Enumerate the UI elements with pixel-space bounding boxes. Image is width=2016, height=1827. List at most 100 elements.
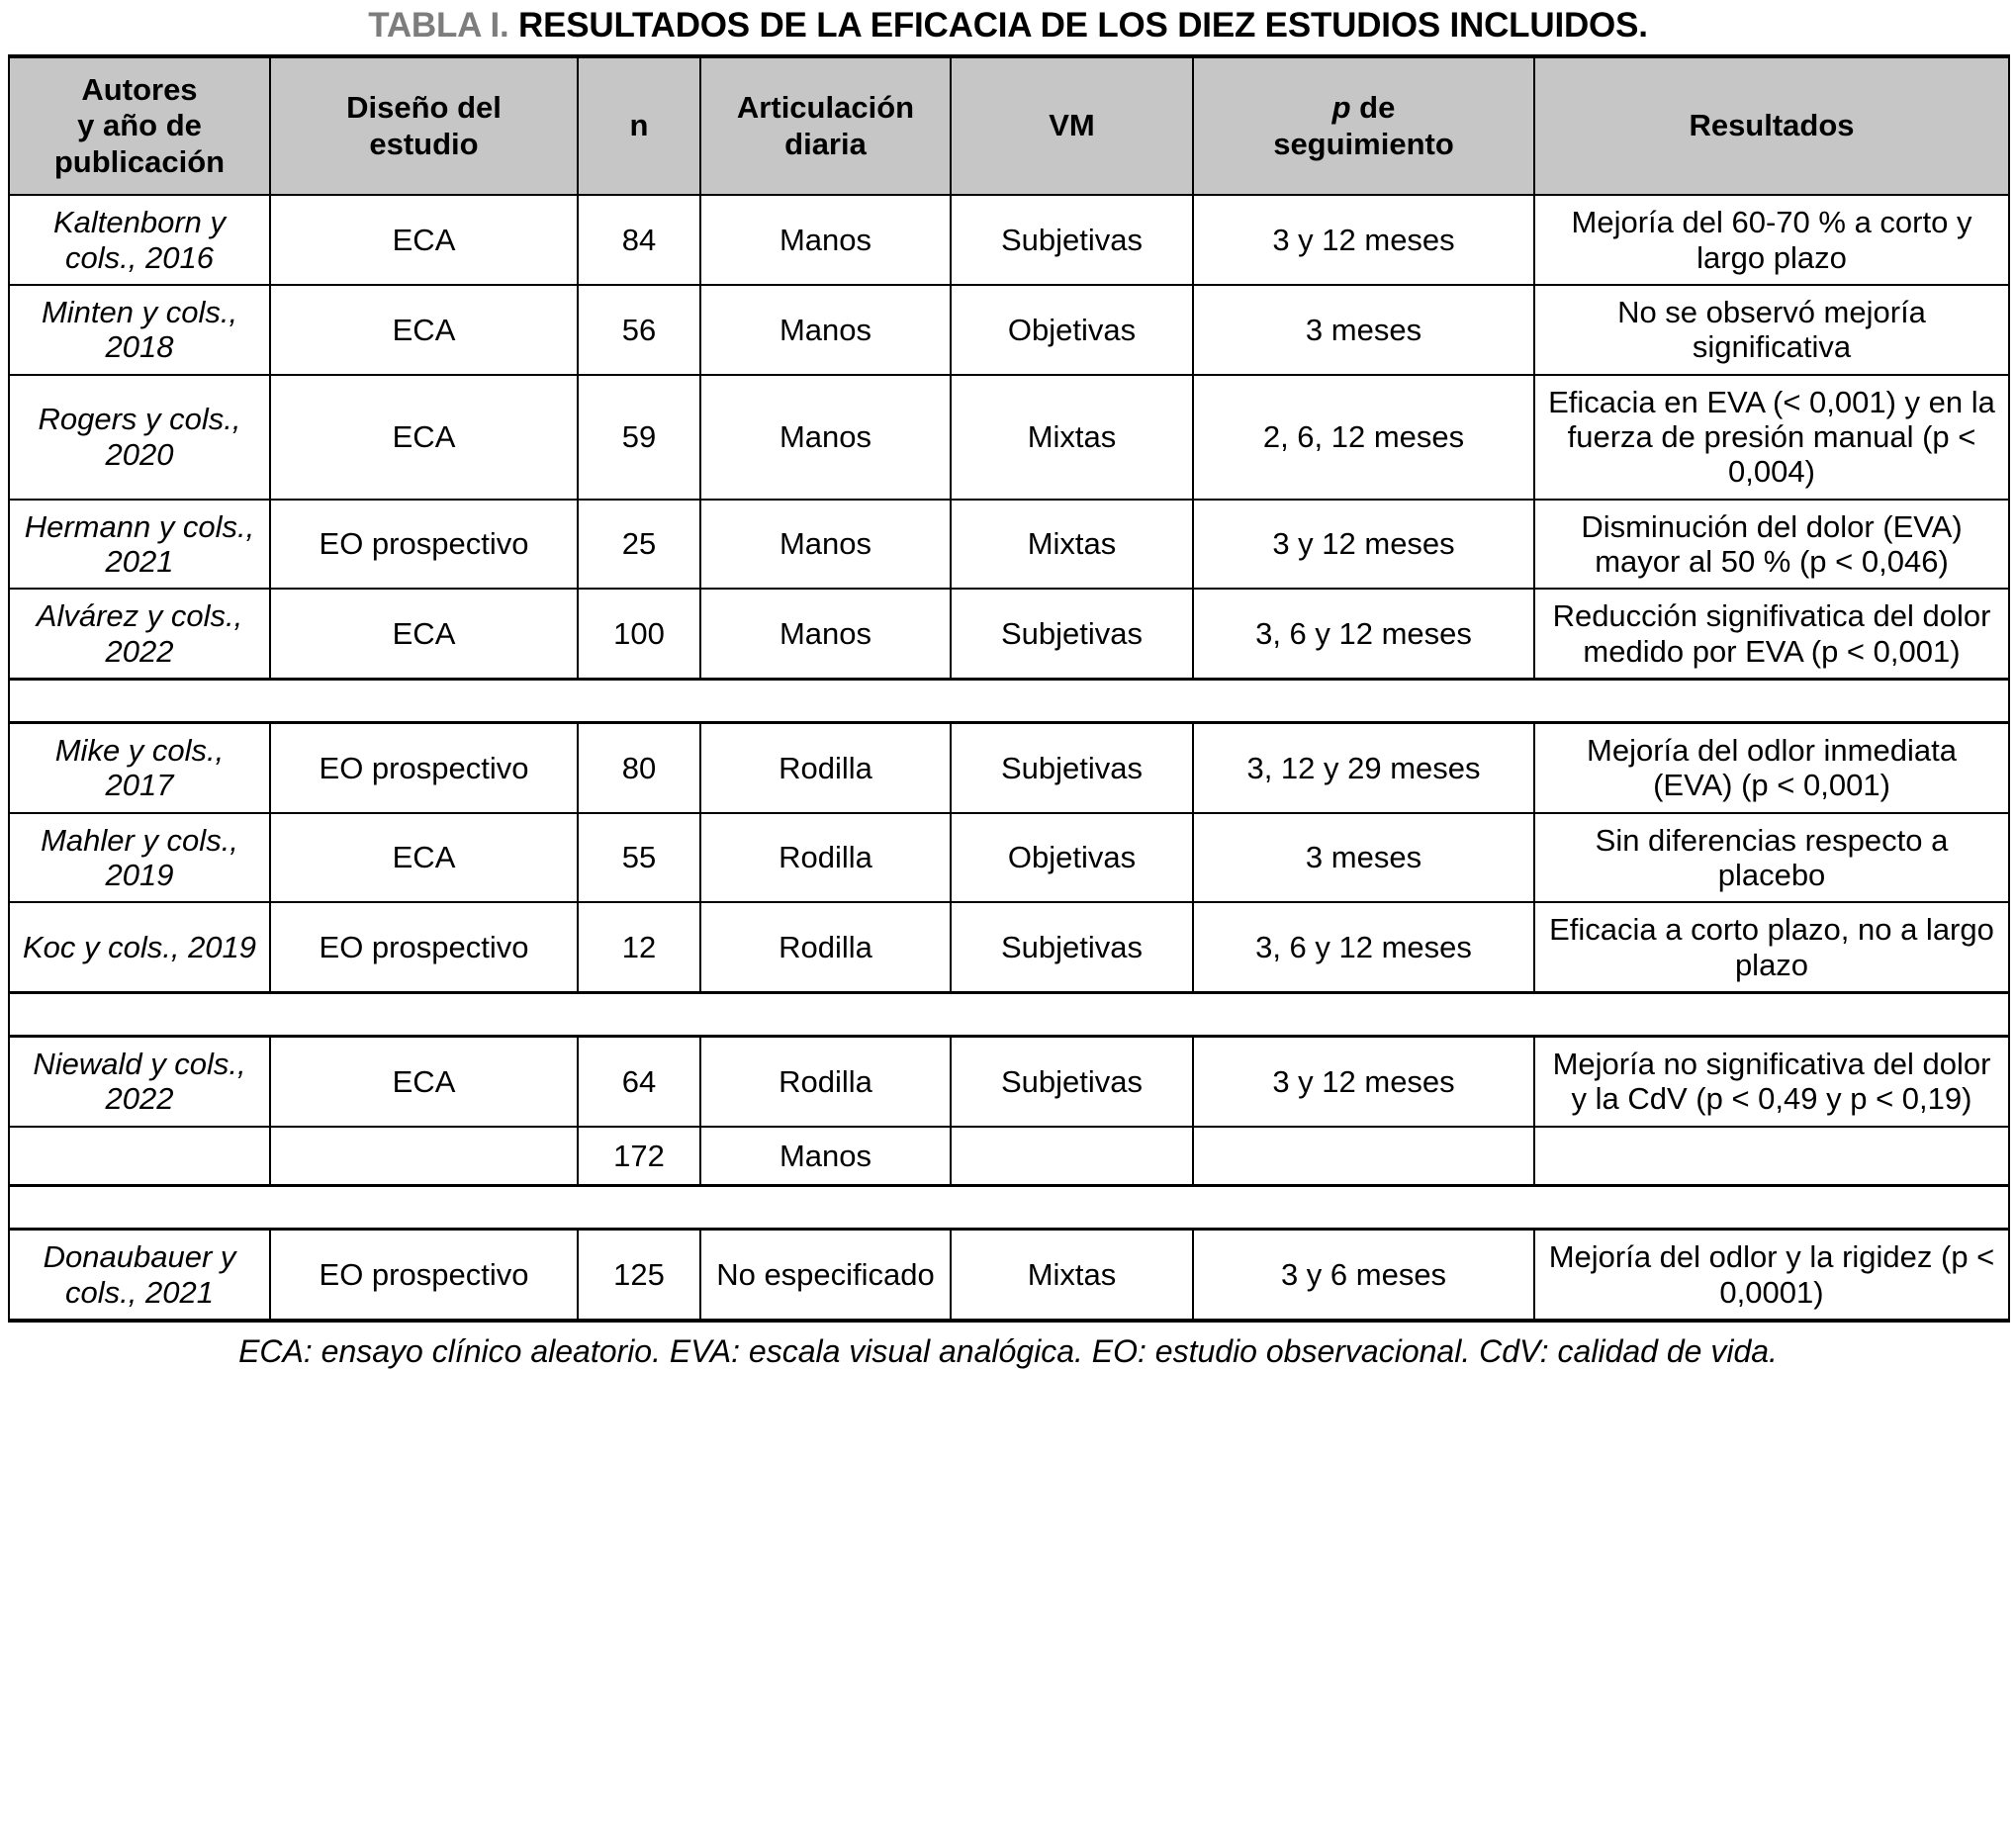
group-spacer-row — [8, 1184, 2010, 1232]
cell-follow-up: 3 meses — [1192, 284, 1535, 376]
cell-vm: Subjetivas — [950, 721, 1194, 814]
cell-authors: Niewald y cols., 2022 — [8, 1035, 271, 1128]
cell-n: 12 — [577, 901, 701, 994]
cell-design: ECA — [269, 194, 579, 287]
cell-n: 64 — [577, 1035, 701, 1128]
table-row: Mahler y cols., 2019 ECA 55 Rodilla Objetiva… — [8, 811, 2010, 904]
cell-n: 172 — [577, 1125, 701, 1187]
cell-results — [1533, 1125, 2010, 1187]
table-header: Autores y año de publicación Diseño del … — [8, 53, 2010, 197]
cell-design: ECA — [269, 284, 579, 376]
cell-follow-up: 3 y 12 meses — [1192, 498, 1535, 591]
cell-results: Mejoría del odlor inmediata (EVA) (p < 0… — [1533, 721, 2010, 814]
group-spacer-row — [8, 678, 2010, 725]
cell-joint: Rodilla — [699, 811, 952, 904]
cell-authors: Kaltenborn y cols., 2016 — [8, 194, 271, 287]
table-row: Alvárez y cols., 2022 ECA 100 Manos Subjetiv… — [8, 588, 2010, 681]
cell-design: ECA — [269, 811, 579, 904]
cell-joint: Manos — [699, 194, 952, 287]
cell-follow-up: 2, 6, 12 meses — [1192, 373, 1535, 501]
cell-design: ECA — [269, 1035, 579, 1128]
efficacy-results-table: Autores y año de publicación Diseño del … — [8, 53, 2010, 1323]
cell-joint: Rodilla — [699, 1035, 952, 1128]
header-line-1: Autores — [81, 71, 198, 107]
cell-results: Mejoría del odlor y la rigidez (p < 0,00… — [1533, 1228, 2010, 1323]
cell-follow-up: 3 y 12 meses — [1192, 194, 1535, 287]
cell-n: 84 — [577, 194, 701, 287]
table-row: Minten y cols., 2018 ECA 56 Manos Objetivas 3… — [8, 284, 2010, 376]
header-p-symbol: p — [1331, 90, 1351, 126]
table-row: Mike y cols., 2017 EO prospectivo 80 Rodill… — [8, 721, 2010, 814]
table-footnote: ECA: ensayo clínico aleatorio. EVA: esca… — [238, 1332, 1778, 1369]
cell-design: EO prospectivo — [269, 901, 579, 994]
header-line-3: publicación — [53, 143, 226, 179]
cell-joint: Manos — [699, 373, 952, 501]
cell-results: Disminución del dolor (EVA) mayor al 50 … — [1533, 498, 2010, 591]
cell-vm: Objetivas — [950, 284, 1194, 376]
group-spacer-row — [8, 991, 2010, 1039]
cell-n: 80 — [577, 721, 701, 814]
cell-results: Reducción signifivatica del dolor medido… — [1533, 588, 2010, 681]
cell-vm: Objetivas — [950, 811, 1194, 904]
cell-n: 56 — [577, 284, 701, 376]
cell-results: No se observó mejoría significativa — [1533, 284, 2010, 376]
table-caption: TABLA I. RESULTADOS DE LA EFICACIA DE LO… — [0, 0, 2016, 54]
cell-follow-up: 3, 6 y 12 meses — [1192, 588, 1535, 681]
cell-vm: Mixtas — [950, 373, 1194, 501]
table-row: 172 Manos — [8, 1125, 2010, 1187]
cell-results: Sin diferencias respecto a placebo — [1533, 811, 2010, 904]
table-row: Hermann y cols., 2021 EO prospectivo 25 Man… — [8, 498, 2010, 591]
cell-results: Eficacia a corto plazo, no a largo plazo — [1533, 901, 2010, 994]
cell-design: ECA — [269, 588, 579, 681]
column-header-joint: Articulación diaria — [699, 53, 952, 197]
cell-n: 59 — [577, 373, 701, 501]
table-row: Koc y cols., 2019 EO prospectivo 12 Rodilla… — [8, 901, 2010, 994]
cell-follow-up: 3 y 6 meses — [1192, 1228, 1535, 1323]
header-line-2: diaria — [784, 126, 867, 161]
cell-joint: Manos — [699, 588, 952, 681]
cell-authors: Alvárez y cols., 2022 — [8, 588, 271, 681]
group-spacer-cell — [8, 1184, 2010, 1232]
group-spacer-cell — [8, 678, 2010, 725]
cell-vm: Subjetivas — [950, 901, 1194, 994]
column-header-n: n — [577, 53, 701, 197]
cell-design: EO prospectivo — [269, 1228, 579, 1323]
cell-design: ECA — [269, 373, 579, 501]
cell-joint: No especificado — [699, 1228, 952, 1323]
cell-results: Mejoría del 60-70 % a corto y largo plaz… — [1533, 194, 2010, 287]
table-caption-label: TABLA I. — [368, 6, 509, 45]
cell-n: 125 — [577, 1228, 701, 1323]
cell-follow-up: 3, 6 y 12 meses — [1192, 901, 1535, 994]
cell-authors — [8, 1125, 271, 1187]
cell-design — [269, 1125, 579, 1187]
cell-vm: Subjetivas — [950, 588, 1194, 681]
cell-joint: Rodilla — [699, 721, 952, 814]
cell-joint: Manos — [699, 284, 952, 376]
cell-joint: Rodilla — [699, 901, 952, 994]
header-line-2: seguimiento — [1273, 126, 1454, 161]
header-line-1-rest: de — [1350, 90, 1396, 126]
header-line-2: estudio — [369, 126, 479, 161]
cell-follow-up: 3 meses — [1192, 811, 1535, 904]
cell-n: 25 — [577, 498, 701, 591]
cell-authors: Minten y cols., 2018 — [8, 284, 271, 376]
cell-vm — [950, 1125, 1194, 1187]
header-line-1: Diseño del — [346, 90, 502, 126]
cell-n: 55 — [577, 811, 701, 904]
table-row: Kaltenborn y cols., 2016 ECA 84 Manos Subjet… — [8, 194, 2010, 287]
cell-results: Mejoría no significativa del dolor y la … — [1533, 1035, 2010, 1128]
column-header-follow-up: p de seguimiento — [1192, 53, 1535, 197]
table-row: Rogers y cols., 2020 ECA 59 Manos Mixtas 2, 6… — [8, 373, 2010, 501]
cell-design: EO prospectivo — [269, 498, 579, 591]
cell-n: 100 — [577, 588, 701, 681]
cell-authors: Hermann y cols., 2021 — [8, 498, 271, 591]
cell-joint: Manos — [699, 1125, 952, 1187]
header-line-2: y año de — [77, 108, 202, 143]
cell-results: Eficacia en EVA (< 0,001) y en la fuerza… — [1533, 373, 2010, 501]
cell-authors: Donaubauer y cols., 2021 — [8, 1228, 271, 1323]
cell-design: EO prospectivo — [269, 721, 579, 814]
cell-follow-up: 3 y 12 meses — [1192, 1035, 1535, 1128]
cell-authors: Mahler y cols., 2019 — [8, 811, 271, 904]
cell-authors: Mike y cols., 2017 — [8, 721, 271, 814]
table-row: Donaubauer y cols., 2021 EO prospectivo 12… — [8, 1228, 2010, 1323]
